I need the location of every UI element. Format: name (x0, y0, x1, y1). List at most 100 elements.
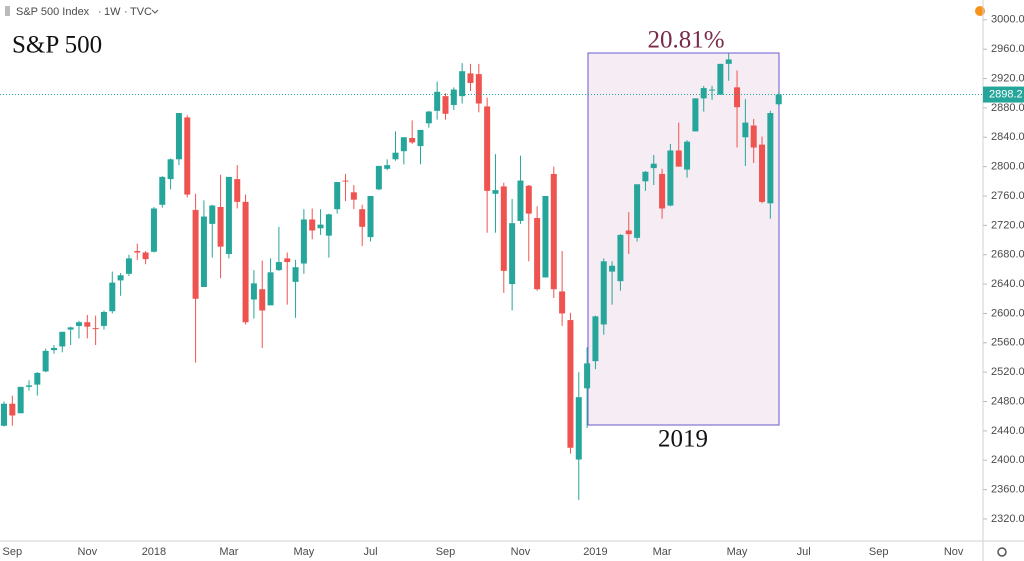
candle-body (600, 261, 607, 325)
candle-body (234, 179, 241, 202)
y-tick-label: 2920.0 (991, 72, 1024, 84)
y-tick-label: 2320.0 (991, 513, 1024, 525)
candle-body (559, 291, 566, 314)
y-tick-label: 3000.0 (991, 14, 1024, 26)
x-tick-label: Sep (3, 546, 23, 558)
x-tick-label: Jul (363, 546, 377, 558)
candle-body (459, 71, 466, 97)
candle-body (700, 88, 707, 99)
candle-body (25, 385, 32, 387)
y-tick-label: 2400.0 (991, 454, 1024, 466)
candle-body (275, 262, 282, 271)
candle-body (417, 129, 424, 147)
candle-body (342, 180, 349, 182)
candle-body (734, 87, 741, 108)
candle-body (259, 289, 266, 311)
candle-body (634, 184, 641, 238)
last-price-label: 2898.2 (989, 88, 1023, 100)
y-tick-label: 2800.0 (991, 161, 1024, 173)
candle-body (184, 117, 191, 195)
candle-body (1, 403, 7, 426)
candle-body (509, 223, 516, 285)
y-tick-label: 2760.0 (991, 190, 1024, 202)
x-tick-label: May (727, 546, 748, 558)
candle-body (742, 122, 749, 138)
candle-body (550, 173, 557, 290)
candle-body (659, 173, 666, 209)
candle-body (84, 322, 91, 327)
y-tick-label: 2880.0 (991, 102, 1024, 114)
candle-body (400, 137, 407, 152)
candle-body (492, 190, 499, 194)
candle-body (192, 209, 199, 299)
candle-body (725, 59, 732, 64)
candle-body (225, 176, 232, 254)
interval[interactable]: 1W (104, 6, 121, 18)
x-tick-label: Sep (869, 546, 889, 558)
x-tick-label: Nov (944, 546, 964, 558)
candle-body (434, 91, 441, 111)
candle-body (384, 165, 391, 169)
separator: · (124, 6, 128, 18)
candle-body (442, 96, 449, 114)
candle-body (517, 180, 524, 221)
candle-body (284, 258, 291, 263)
y-tick-label: 2440.0 (991, 425, 1024, 437)
chart-label: S&P 500 (12, 32, 102, 59)
candle-body (467, 73, 474, 83)
source: TVC (130, 6, 152, 18)
x-tick-label: Sep (436, 546, 456, 558)
candle-body (159, 176, 166, 205)
candle-body (50, 347, 57, 351)
candle-body (75, 322, 82, 326)
candle-body (642, 171, 649, 182)
candle-body (759, 144, 766, 202)
candle-body (650, 163, 657, 169)
candle-body (67, 327, 74, 330)
y-tick-label: 2480.0 (991, 395, 1024, 407)
candle-body (709, 89, 716, 91)
candle-body (575, 397, 582, 460)
candle-body (134, 251, 141, 253)
candle-body (150, 208, 157, 252)
candle-body (717, 63, 724, 95)
candle-body (350, 192, 357, 200)
y-tick-label: 2680.0 (991, 249, 1024, 261)
candle-body (317, 224, 324, 229)
candle-body (59, 331, 66, 347)
candle-body (484, 106, 491, 191)
dropdown-icon[interactable] (151, 9, 159, 14)
candle-body (534, 218, 541, 290)
candle-body (334, 182, 341, 210)
candle-body (567, 320, 574, 448)
candle-body (309, 219, 316, 231)
candle-body (592, 316, 599, 362)
candle-body (775, 94, 782, 105)
candle-body (675, 150, 682, 167)
candle-body (542, 195, 549, 278)
candle-body (42, 350, 49, 372)
last-price-box (983, 86, 1024, 103)
candle-body (292, 267, 299, 282)
y-tick-label: 2560.0 (991, 337, 1024, 349)
candle-body (750, 125, 757, 148)
candle-body (17, 386, 24, 414)
candle-body (500, 186, 507, 271)
candle-body (425, 111, 432, 124)
candle-body (692, 98, 699, 132)
candle-body (450, 89, 457, 105)
candle-body (375, 165, 382, 190)
candle-body (92, 328, 99, 330)
candle-body (325, 214, 332, 236)
candle-body (525, 185, 532, 214)
x-tick-label: Nov (78, 546, 98, 558)
y-tick-label: 2520.0 (991, 366, 1024, 378)
y-tick-label: 2840.0 (991, 131, 1024, 143)
x-tick-label: Mar (219, 546, 238, 558)
separator: · (98, 6, 102, 18)
settings-icon[interactable] (997, 547, 1007, 557)
range-period: 2019 (658, 426, 708, 453)
candle-body (167, 159, 174, 180)
x-tick-label: 2018 (142, 546, 166, 558)
